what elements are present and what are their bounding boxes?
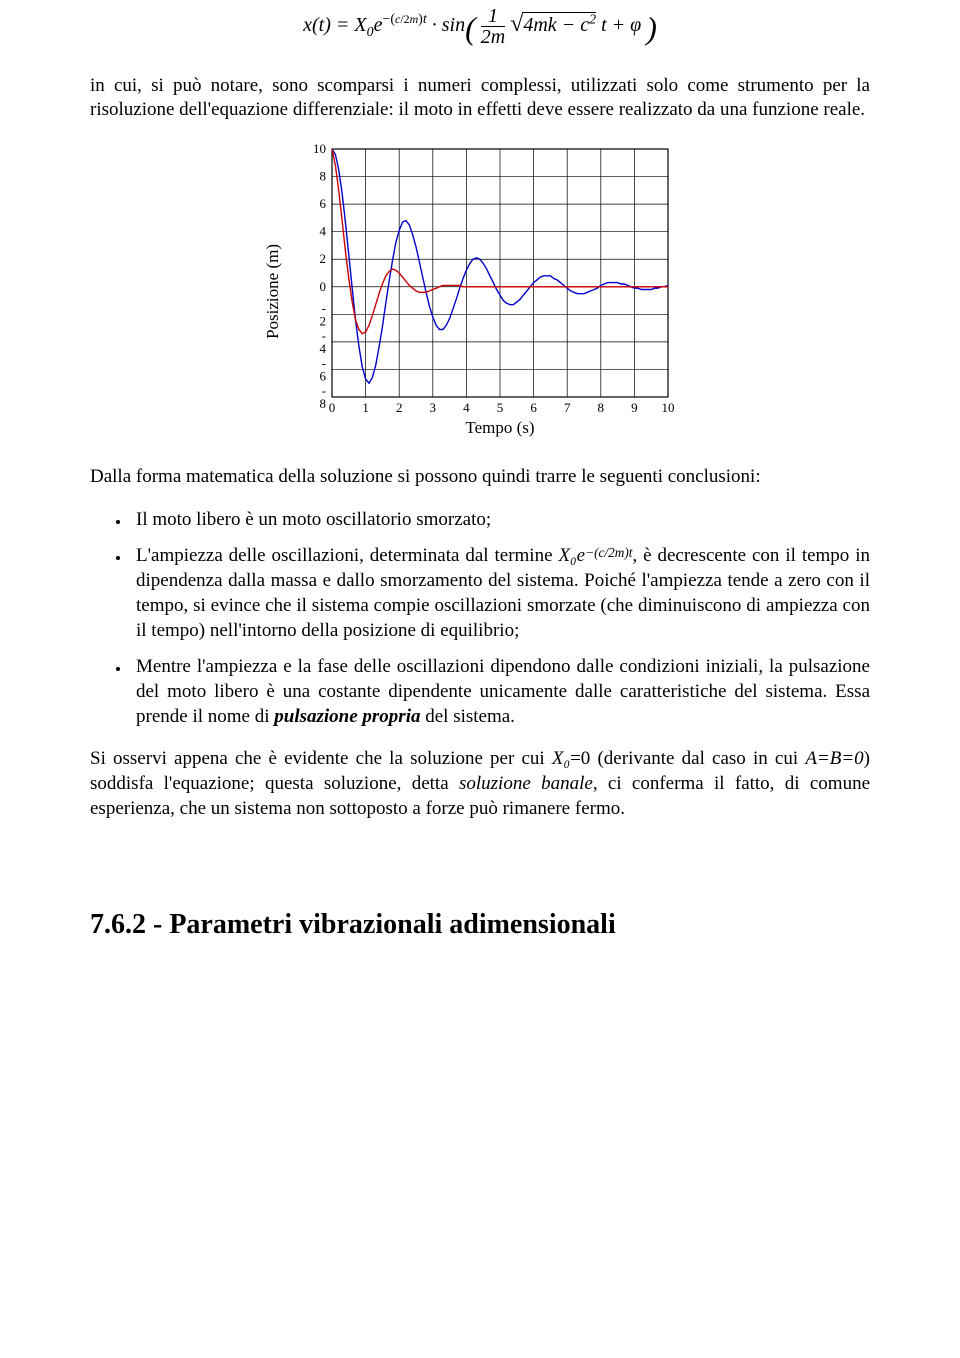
svg-text:8: 8: [598, 400, 605, 415]
svg-text:6: 6: [530, 400, 537, 415]
svg-text:6: 6: [320, 369, 327, 384]
svg-text:0: 0: [320, 279, 327, 294]
svg-text:3: 3: [430, 400, 437, 415]
svg-text:8: 8: [320, 396, 327, 411]
svg-text:5: 5: [497, 400, 504, 415]
para-2: Dalla forma matematica della soluzione s…: [90, 465, 870, 490]
section-heading: 7.6.2 - Parametri vibrazionali adimensio…: [90, 907, 870, 943]
chart-ylabel: Posizione (m): [262, 244, 284, 339]
svg-text:4: 4: [320, 224, 327, 239]
svg-text:2: 2: [320, 313, 327, 328]
bullet-3: Mentre l'ampiezza e la fase delle oscill…: [130, 655, 870, 729]
svg-text:10: 10: [662, 400, 675, 415]
svg-text:6: 6: [320, 196, 327, 211]
svg-text:4: 4: [320, 341, 327, 356]
svg-text:10: 10: [313, 141, 326, 156]
svg-text:2: 2: [396, 400, 403, 415]
svg-text:Tempo (s): Tempo (s): [465, 418, 534, 437]
bullet-1: Il moto libero è un moto oscillatorio sm…: [130, 508, 870, 533]
conclusions-list: Il moto libero è un moto oscillatorio sm…: [90, 508, 870, 730]
svg-text:4: 4: [463, 400, 470, 415]
damped-oscillation-chart: Posizione (m) 012345678910-8-6-4-2024681…: [90, 141, 870, 441]
svg-text:8: 8: [320, 169, 327, 184]
svg-text:7: 7: [564, 400, 571, 415]
svg-text:0: 0: [329, 400, 336, 415]
para-1: in cui, si può notare, sono scomparsi i …: [90, 74, 870, 123]
main-equation: x(t) = X0e−(c/2m)t · sin( 12m √4mk − c2 …: [90, 6, 870, 50]
svg-text:2: 2: [320, 251, 327, 266]
svg-text:9: 9: [631, 400, 638, 415]
para-3: Si osservi appena che è evidente che la …: [90, 747, 870, 821]
bullet-2: L'ampiezza delle oscillazioni, determina…: [130, 544, 870, 643]
svg-text:1: 1: [362, 400, 369, 415]
